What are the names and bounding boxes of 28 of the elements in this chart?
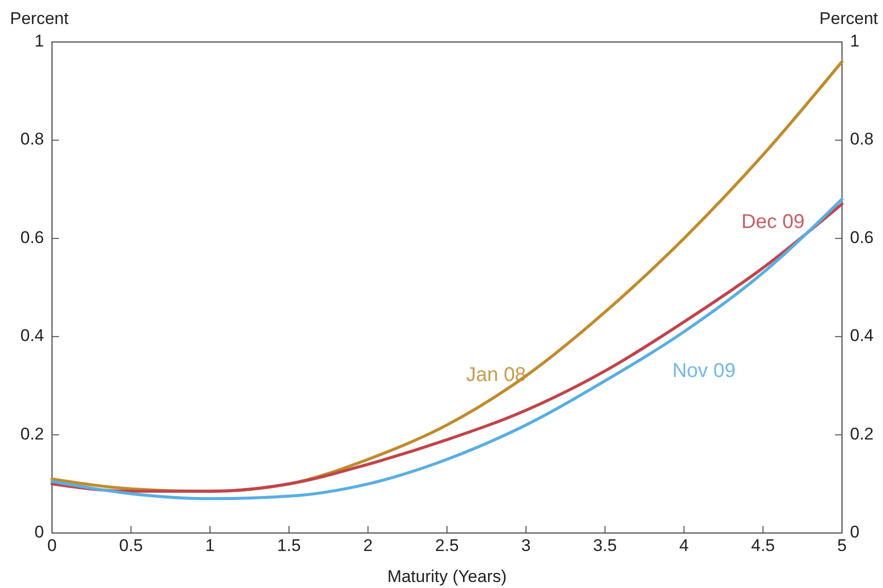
series-label: Nov 09 (672, 360, 736, 382)
y-tick-label: 0.2 (20, 424, 44, 444)
x-tick-label: 1 (205, 536, 215, 555)
x-tick-label: 5 (837, 536, 847, 555)
y2-tick-label: 0.8 (850, 130, 874, 149)
y-tick-label: 0.6 (20, 228, 44, 247)
x-tick-label: 0 (47, 536, 57, 555)
y2-tick-label: 1 (850, 31, 860, 50)
series-label: Dec 09 (741, 211, 805, 234)
y2-tick-label: 0.2 (850, 424, 874, 444)
y2-tick-label: 0 (850, 522, 860, 542)
x-tick-label: 0.5 (119, 536, 143, 555)
x-tick-label: 3.5 (593, 536, 617, 555)
y2-axis-title: Percent (819, 9, 878, 28)
x-tick-label: 3 (521, 536, 531, 555)
x-tick-label: 1.5 (277, 536, 301, 555)
x-axis-title: Maturity (Years) (387, 567, 507, 586)
x-tick-label: 2.5 (435, 536, 459, 555)
y-axis-title: Percent (10, 9, 69, 28)
x-tick-label: 2 (363, 536, 373, 555)
y2-tick-label: 0.4 (850, 326, 874, 346)
y-tick-label: 0.8 (20, 130, 44, 149)
x-tick-label: 4.5 (751, 536, 775, 555)
y-tick-label: 0.4 (20, 326, 44, 346)
y2-tick-label: 0.6 (850, 228, 874, 247)
x-tick-label: 4 (679, 536, 689, 555)
y-tick-label: 0 (34, 522, 44, 542)
y-tick-label: 1 (34, 31, 44, 50)
